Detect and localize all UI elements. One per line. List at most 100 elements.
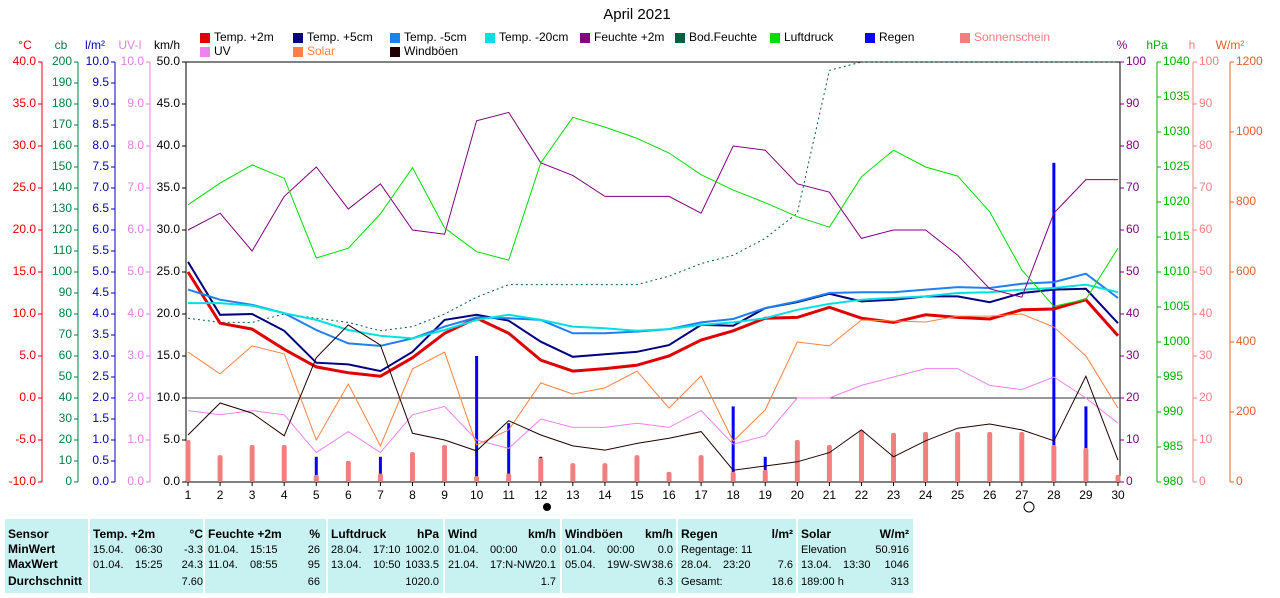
- summary-cell: 50.916: [875, 544, 909, 556]
- summary-cell: 26: [308, 544, 320, 556]
- y-tick-label: 20.0: [157, 306, 181, 320]
- y-tick-label: 40.0: [13, 54, 37, 68]
- y-tick-label: 985: [1163, 439, 1183, 453]
- summary-cell: 28.04.: [331, 544, 362, 556]
- y-tick-label: 2.5: [92, 369, 109, 383]
- summary-cell: 01.04.: [565, 544, 596, 556]
- legend-label: Temp. +5cm: [307, 30, 373, 44]
- y-tick-label: 70: [1126, 180, 1140, 194]
- x-tick-label: 4: [281, 488, 288, 502]
- x-tick-label: 5: [313, 488, 320, 502]
- bar: [1051, 445, 1057, 482]
- summary-cell: 20.1: [535, 559, 556, 571]
- summary-cell: 17:N-NW: [490, 559, 536, 571]
- summary-header: Windböen: [565, 527, 623, 541]
- summary-cell: 24.3: [182, 559, 203, 571]
- bar: [1052, 162, 1056, 483]
- y-tick-label: 0.0: [163, 474, 180, 488]
- y-tick-label: 7.0: [127, 180, 144, 194]
- y-tick-label: 2.0: [92, 390, 109, 404]
- y-tick-label: 8.0: [127, 138, 144, 152]
- series-line: [186, 271, 1120, 378]
- summary-cell: 15.04.: [93, 544, 124, 556]
- summary-unit: km/h: [528, 527, 556, 541]
- summary-unit: hPa: [417, 527, 439, 541]
- series-line: [187, 313, 1119, 448]
- summary-cell: 1.7: [541, 576, 556, 588]
- y-tick-label: 980: [1163, 474, 1183, 488]
- x-tick-label: 7: [377, 488, 384, 502]
- series-line: [187, 111, 1118, 298]
- x-tick-label: 24: [919, 488, 933, 502]
- y-tick-label: 5.0: [19, 348, 36, 362]
- bar: [826, 445, 832, 482]
- y-tick-label: 6.0: [92, 222, 109, 236]
- bar: [345, 461, 351, 482]
- y-tick-label: 10.0: [157, 390, 181, 404]
- bar: [858, 429, 864, 482]
- y-tick-label: 10: [59, 453, 73, 467]
- x-tick-label: 12: [534, 488, 548, 502]
- summary-cell: 7.6: [778, 559, 793, 571]
- y-tick-label: 10.0: [86, 54, 110, 68]
- y-tick-label: 5.0: [92, 264, 109, 278]
- y-tick-label: 1200: [1236, 54, 1263, 68]
- y-tick-label: 990: [1163, 404, 1183, 418]
- y-tick-label: 9.5: [92, 75, 109, 89]
- y-tick-label: 4.5: [92, 285, 109, 299]
- y-tick-label: 110: [53, 243, 72, 257]
- bar: [475, 356, 479, 482]
- y-tick-label: 25.0: [13, 180, 37, 194]
- y-tick-label: 160: [52, 138, 72, 152]
- y-tick-label: 1035: [1163, 89, 1190, 103]
- y-tick-label: 60: [1199, 222, 1213, 236]
- y-tick-label: 50: [1199, 264, 1213, 278]
- bar: [763, 456, 767, 482]
- summary-cell: 15:15: [250, 544, 278, 556]
- y-tick-label: 6.5: [92, 201, 109, 215]
- y-tick-label: 20: [1126, 390, 1140, 404]
- summary-cell: 313: [891, 576, 909, 588]
- x-tick-label: 15: [630, 488, 644, 502]
- summary-cell: 08:55: [250, 559, 278, 571]
- summary-cell: 10:50: [373, 559, 401, 571]
- x-tick-label: 6: [345, 488, 352, 502]
- series-line: [187, 61, 1118, 332]
- y-tick-label: 3.5: [92, 327, 109, 341]
- y-tick-label: 1015: [1163, 229, 1190, 243]
- summary-cell: 15:25: [135, 559, 163, 571]
- y-tick-label: 15.0: [157, 348, 181, 362]
- y-tick-label: 0.0: [19, 390, 36, 404]
- y-tick-label: 30: [59, 411, 73, 425]
- bar: [409, 452, 415, 482]
- bar: [570, 463, 576, 482]
- summary-cell: MaxWert: [8, 557, 58, 571]
- x-tick-label: 1: [185, 488, 192, 502]
- y-tick-label: 30: [1126, 348, 1140, 362]
- legend-swatch: [390, 33, 400, 43]
- summary-cell: 11.04.: [208, 559, 238, 571]
- bar: [377, 473, 383, 482]
- axis-title: km/h: [154, 38, 180, 52]
- axis-title: W/m²: [1216, 38, 1245, 52]
- summary-cell: 00:00: [607, 544, 635, 556]
- summary-cell: 28.04.: [681, 559, 712, 571]
- y-tick-label: 15.0: [13, 264, 37, 278]
- y-tick-label: -10.0: [9, 474, 37, 488]
- series-line: [187, 324, 1119, 471]
- y-tick-label: 10: [1126, 432, 1140, 446]
- legend-label: Temp. -20cm: [499, 30, 568, 44]
- bar: [507, 423, 511, 482]
- summary-cell: Durchschnitt: [8, 574, 82, 588]
- summary-unit: W/m²: [880, 527, 909, 541]
- y-tick-label: 400: [1236, 334, 1256, 348]
- y-tick-label: 0: [1199, 474, 1206, 488]
- y-tick-label: 40: [1126, 306, 1140, 320]
- summary-cell: 13.04.: [801, 559, 832, 571]
- y-tick-label: 8.0: [92, 138, 109, 152]
- x-tick-label: 21: [823, 488, 837, 502]
- bar: [698, 455, 704, 482]
- x-tick-label: 26: [983, 488, 997, 502]
- y-tick-label: 70: [59, 327, 73, 341]
